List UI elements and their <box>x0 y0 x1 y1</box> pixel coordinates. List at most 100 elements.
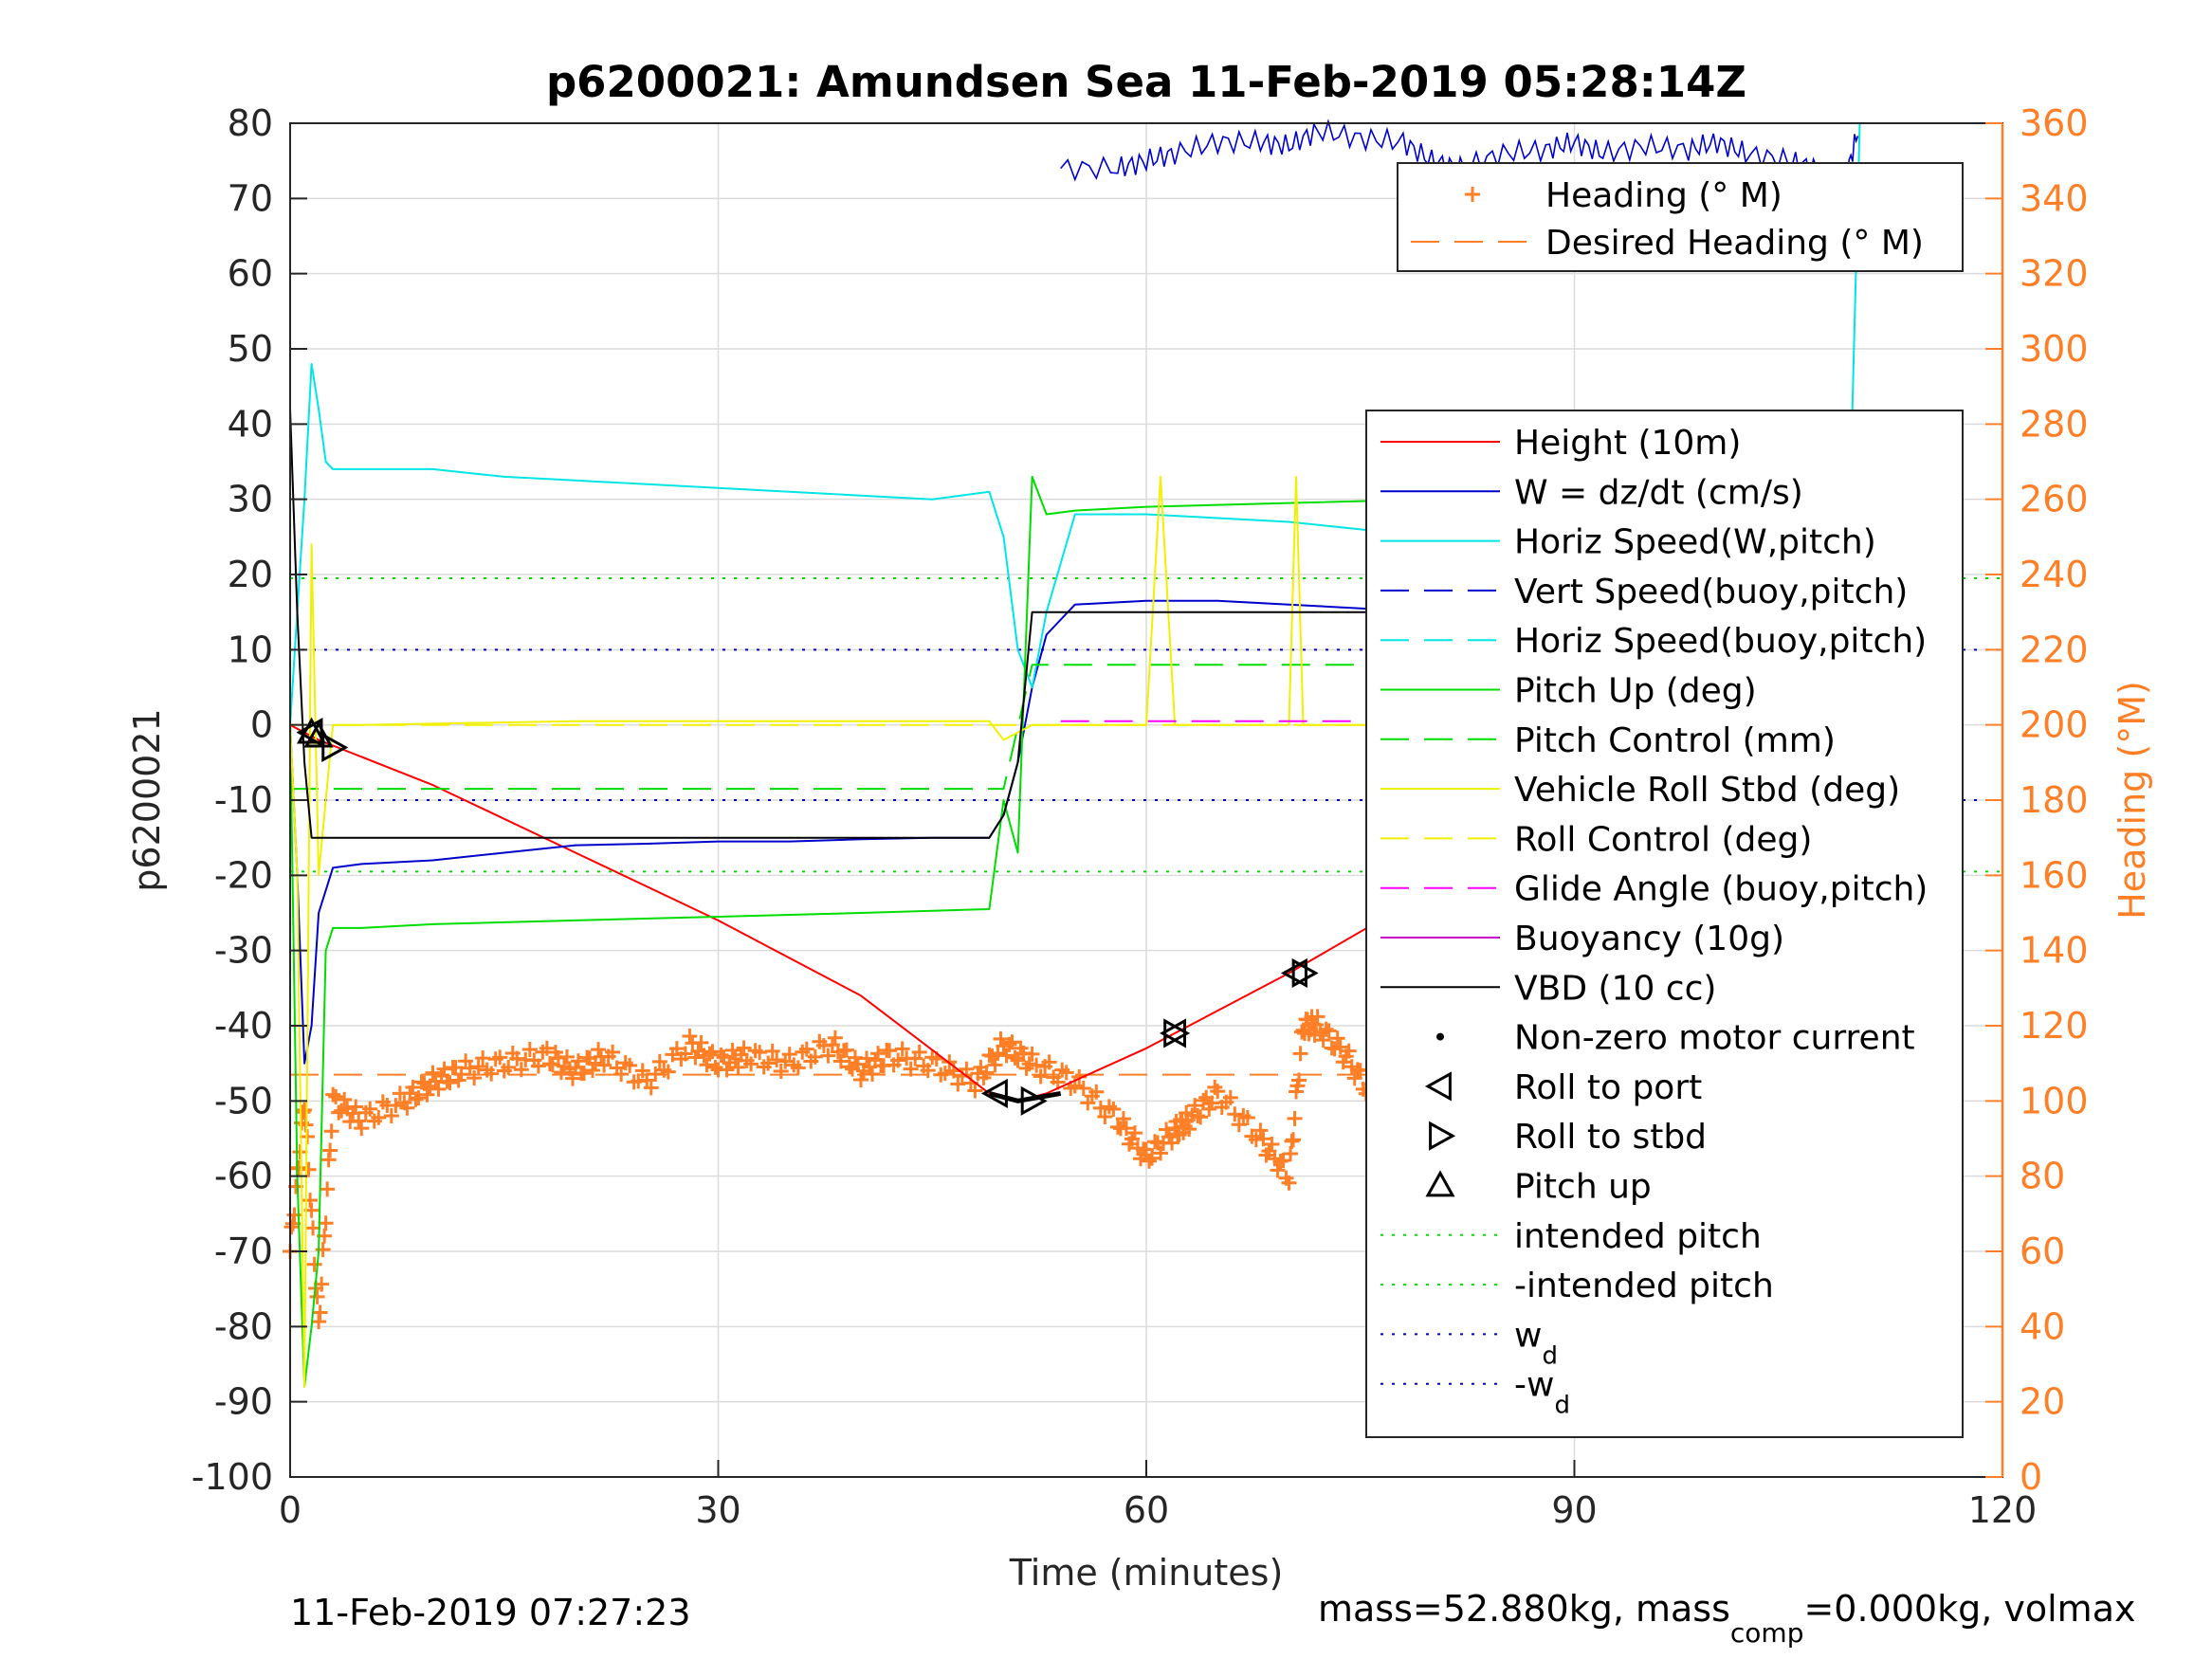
y-tick-label: -80 <box>214 1305 273 1347</box>
legend-label: Pitch Up (deg) <box>1514 672 1757 711</box>
legend-label: Pitch up <box>1514 1168 1652 1207</box>
heading-marker <box>950 1076 966 1092</box>
heading-marker <box>1050 1074 1066 1090</box>
x-tick-label: 60 <box>1124 1489 1169 1531</box>
pitch-up-marker <box>297 717 327 744</box>
heading-marker <box>305 1220 321 1236</box>
heading-marker <box>1292 1046 1308 1062</box>
legend-label-text: Roll to stbd <box>1514 1118 1707 1157</box>
heading-marker <box>337 1091 353 1107</box>
heading-marker <box>993 1030 1009 1047</box>
y2-tick-label: 280 <box>2020 403 2089 445</box>
heading-marker <box>838 1042 854 1058</box>
heading-marker <box>484 1066 500 1082</box>
y2-tick-label: 60 <box>2020 1231 2065 1272</box>
heading-marker <box>724 1042 740 1058</box>
legend-label: W = dz/dt (cm/s) <box>1514 473 1803 512</box>
heading-marker <box>903 1061 919 1077</box>
heading-marker <box>920 1063 936 1079</box>
legend-label-text: Pitch Control (mm) <box>1514 721 1836 760</box>
heading-marker <box>1210 1084 1226 1100</box>
heading-marker <box>1058 1065 1074 1081</box>
heading-marker <box>351 1113 367 1129</box>
y-tick-label: 30 <box>228 479 273 520</box>
heading-marker <box>1227 1106 1243 1122</box>
heading-marker <box>501 1059 517 1075</box>
heading-marker <box>291 1159 307 1176</box>
heading-marker <box>1341 1043 1357 1059</box>
heading-marker <box>1261 1143 1277 1159</box>
heading-marker <box>1164 1135 1180 1151</box>
y-tick-label: 70 <box>228 177 273 219</box>
heading-marker <box>743 1056 759 1072</box>
heading-marker <box>978 1065 995 1081</box>
legend-label: Roll to stbd <box>1514 1118 1707 1157</box>
y2-tick-label: 120 <box>2020 1005 2089 1047</box>
footer-mass: mass=52.880kg, masscomp=0.000kg, volmax <box>1318 1588 2135 1649</box>
heading-marker <box>297 1102 313 1118</box>
legend-symbol <box>1424 1071 1452 1102</box>
heading-marker <box>1033 1068 1049 1085</box>
heading-marker <box>1106 1101 1122 1117</box>
heading-marker <box>987 1057 1003 1073</box>
heading-marker <box>309 1288 325 1304</box>
heading-marker <box>348 1099 364 1115</box>
legend-label-text: W = dz/dt (cm/s) <box>1514 473 1803 512</box>
heading-marker <box>693 1034 709 1050</box>
heading-marker <box>1309 1009 1325 1025</box>
legend-label-subscript: d <box>1554 1392 1570 1420</box>
legend-label-text: VBD (10 cc) <box>1514 969 1716 1008</box>
legend-label-text: -w <box>1514 1366 1554 1405</box>
heading-marker <box>1281 1175 1297 1191</box>
heading-marker <box>937 1066 953 1082</box>
y2-tick-label: 200 <box>2020 704 2089 746</box>
y-tick-label: -20 <box>214 854 273 896</box>
heading-legend: Heading (° M) Desired Heading (° M) <box>1397 162 1964 272</box>
heading-marker <box>1275 1153 1291 1169</box>
heading-marker <box>998 1048 1015 1064</box>
heading-marker <box>764 1043 780 1059</box>
legend-label: Roll Control (deg) <box>1514 820 1812 859</box>
legend-label: Vert Speed(buoy,pitch) <box>1514 573 1908 611</box>
heading-marker <box>399 1100 415 1116</box>
heading-marker <box>585 1063 601 1079</box>
x-tick-label: 120 <box>1968 1489 2038 1531</box>
heading-marker <box>773 1064 789 1079</box>
legend-symbol <box>1425 1170 1455 1197</box>
heading-marker <box>513 1062 529 1078</box>
y2-tick-label: 320 <box>2020 253 2089 295</box>
heading-marker <box>1291 1072 1307 1088</box>
legend-symbol <box>1436 1032 1444 1041</box>
heading-marker <box>1142 1153 1158 1169</box>
heading-marker <box>1004 1034 1020 1050</box>
y-tick-label: -30 <box>214 930 273 972</box>
heading-marker <box>870 1046 887 1062</box>
y2-tick-label: 140 <box>2020 930 2089 972</box>
legend-label-text: Roll Control (deg) <box>1514 820 1812 859</box>
roll-to-port-marker <box>980 1078 1008 1108</box>
legend-label: Non-zero motor current <box>1514 1019 1915 1058</box>
heading-marker <box>1252 1122 1269 1139</box>
roll-to-port-marker <box>296 718 323 748</box>
y-tick-label: -100 <box>192 1456 273 1498</box>
y-tick-label: -40 <box>214 1005 273 1047</box>
y2-tick-label: 40 <box>2020 1305 2065 1347</box>
footer-mass-prefix: mass=52.880kg, mass <box>1318 1588 1730 1630</box>
heading-marker <box>1024 1046 1040 1062</box>
legend-label-text: -intended pitch <box>1514 1267 1774 1305</box>
y2-tick-label: 220 <box>2020 629 2089 670</box>
heading-marker <box>699 1057 715 1073</box>
heading-marker <box>564 1070 580 1086</box>
roll-to-stbd-marker <box>1291 957 1319 989</box>
heading-marker <box>323 1123 339 1139</box>
heading-marker <box>1139 1141 1154 1158</box>
heading-marker <box>1153 1145 1169 1161</box>
heading-marker <box>283 1219 300 1235</box>
heading-marker <box>613 1066 630 1083</box>
heading-marker <box>1264 1136 1280 1152</box>
heading-marker <box>492 1049 508 1066</box>
heading-marker <box>325 1086 341 1103</box>
series-pitch-control-mm <box>290 664 1860 791</box>
heading-marker <box>1007 1049 1023 1066</box>
heading-marker <box>371 1109 387 1125</box>
